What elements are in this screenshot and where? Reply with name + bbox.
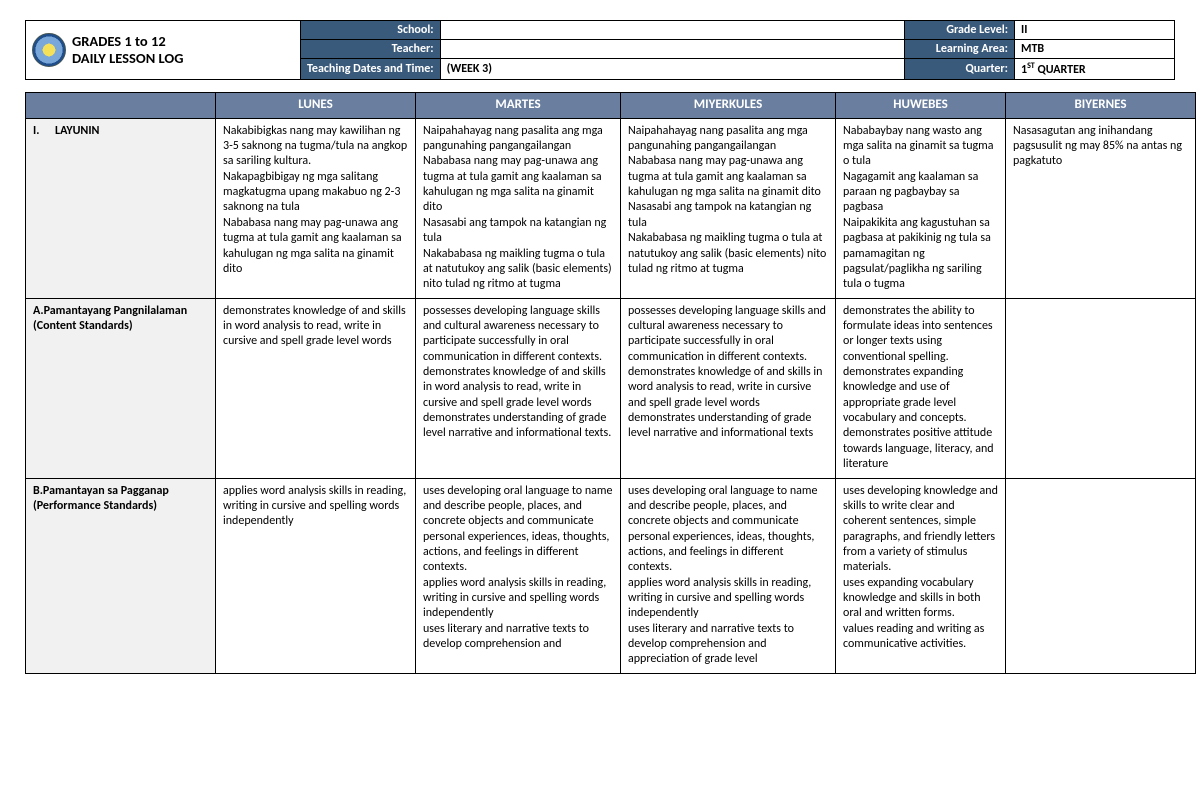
perf-martes: uses developing oral language to name an… [416, 478, 621, 673]
value-quarter: 1ST QUARTER [1015, 59, 1175, 80]
label-area: Learning Area: [905, 40, 1015, 59]
label-teacher: Teacher: [301, 40, 441, 59]
col-lunes: LUNES [216, 93, 416, 119]
label-grade: Grade Level: [905, 21, 1015, 40]
label-quarter: Quarter: [905, 59, 1015, 80]
layunin-lunes: Nakabibigkas nang may kawilihan ng 3-5 s… [216, 118, 416, 298]
title-cell: GRADES 1 to 12 DAILY LESSON LOG [26, 21, 301, 80]
label-layunin: LAYUNIN [55, 124, 99, 138]
content-miyerkules: possesses developing language skills and… [621, 298, 836, 478]
quarter-word: QUARTER [1035, 63, 1086, 77]
header-table: GRADES 1 to 12 DAILY LESSON LOG School: … [25, 20, 1175, 80]
row-content-standards: A.Pamantayang Pangnilalaman (Content Sta… [26, 298, 1196, 478]
layunin-martes: Naipahahayag nang pasalita ang mga pangu… [416, 118, 621, 298]
lesson-table: LUNES MARTES MIYERKULES HUWEBES BIYERNES… [25, 92, 1196, 674]
col-miyerkules: MIYERKULES [621, 93, 836, 119]
perf-lunes: applies word analysis skills in reading,… [216, 478, 416, 673]
perf-huwebes: uses developing knowledge and skills to … [836, 478, 1006, 673]
label-dates: Teaching Dates and Time: [301, 59, 441, 80]
rowhead-performance: B.Pamantayan sa Pagganap (Performance St… [26, 478, 216, 673]
col-huwebes: HUWEBES [836, 93, 1006, 119]
row-layunin: I.LAYUNIN Nakabibigkas nang may kawiliha… [26, 118, 1196, 298]
label-a: A.Pamantayang Pangnilalaman [33, 304, 208, 319]
layunin-huwebes: Nababaybay nang wasto ang mga salita na … [836, 118, 1006, 298]
value-teacher [440, 40, 904, 59]
col-blank [26, 93, 216, 119]
day-header-row: LUNES MARTES MIYERKULES HUWEBES BIYERNES [26, 93, 1196, 119]
perf-biyernes [1006, 478, 1196, 673]
layunin-miyerkules: Naipahahayag nang pasalita ang mga pangu… [621, 118, 836, 298]
doc-title: GRADES 1 to 12 DAILY LESSON LOG [72, 33, 183, 66]
roman-i: I. [33, 124, 55, 139]
value-grade: II [1015, 21, 1175, 40]
row-performance-standards: B.Pamantayan sa Pagganap (Performance St… [26, 478, 1196, 673]
label-school: School: [301, 21, 441, 40]
label-b-paren: (Performance Standards) [33, 499, 157, 513]
value-dates: (WEEK 3) [440, 59, 904, 80]
value-area: MTB [1015, 40, 1175, 59]
content-lunes: demonstrates knowledge of and skills in … [216, 298, 416, 478]
rowhead-layunin: I.LAYUNIN [26, 118, 216, 298]
label-b: B.Pamantayan sa Pagganap [33, 484, 208, 499]
col-martes: MARTES [416, 93, 621, 119]
col-biyernes: BIYERNES [1006, 93, 1196, 119]
content-huwebes: demonstrates the ability to formulate id… [836, 298, 1006, 478]
value-school [440, 21, 904, 40]
deped-seal-icon [32, 33, 66, 67]
title-line2: DAILY LESSON LOG [72, 49, 183, 67]
content-martes: possesses developing language skills and… [416, 298, 621, 478]
rowhead-content: A.Pamantayang Pangnilalaman (Content Sta… [26, 298, 216, 478]
label-a-paren: (Content Standards) [33, 319, 133, 333]
content-biyernes [1006, 298, 1196, 478]
title-line1: GRADES 1 to 12 [72, 32, 166, 50]
quarter-sup: ST [1027, 61, 1035, 71]
layunin-biyernes: Nasasagutan ang inihandang pagsusulit ng… [1006, 118, 1196, 298]
perf-miyerkules: uses developing oral language to name an… [621, 478, 836, 673]
